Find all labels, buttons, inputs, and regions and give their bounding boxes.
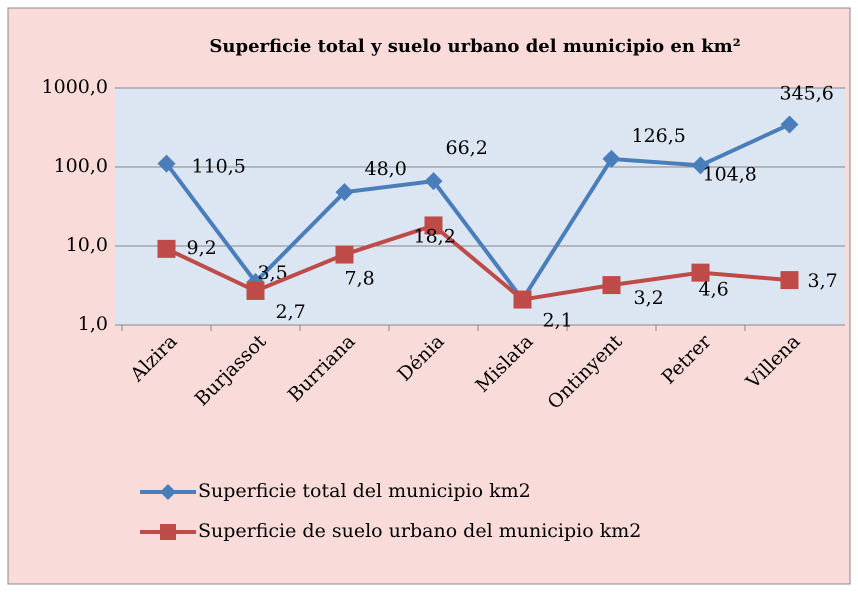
marker: [424, 172, 443, 191]
y-tick-label: 1000,0: [42, 76, 108, 98]
y-tick-label: 100,0: [54, 155, 108, 177]
series-line: [164, 122, 791, 304]
data-label: 345,6: [780, 82, 834, 104]
marker: [691, 263, 710, 282]
data-label: 104,8: [703, 163, 757, 185]
plot-area: [115, 88, 845, 325]
legend-marker: [160, 484, 176, 500]
legend-label: Superficie total del municipio km2: [198, 480, 531, 502]
data-label: 48,0: [365, 158, 407, 180]
marker: [157, 239, 176, 258]
marker: [335, 245, 354, 264]
marker: [602, 276, 621, 295]
marker: [691, 156, 710, 175]
y-tick-label: 1,0: [78, 313, 108, 335]
data-label: 3,5: [258, 262, 288, 284]
series-line: [165, 223, 790, 302]
data-label: 2,7: [276, 301, 306, 323]
data-label: 3,7: [808, 270, 838, 292]
marker: [602, 149, 621, 168]
data-label: 7,8: [345, 268, 375, 290]
legend-label: Superficie de suelo urbano del municipio…: [198, 520, 641, 542]
data-label: 18,2: [414, 225, 456, 247]
marker: [513, 290, 532, 309]
data-label: 66,2: [446, 137, 488, 159]
data-label: 110,5: [192, 156, 246, 178]
marker: [246, 281, 265, 300]
data-label: 4,6: [699, 279, 729, 301]
data-label: 126,5: [632, 125, 686, 147]
data-label: 2,1: [543, 310, 573, 332]
chart-title: Superficie total y suelo urbano del muni…: [209, 36, 740, 57]
marker: [780, 271, 799, 290]
data-label: 3,2: [634, 287, 664, 309]
data-label: 9,2: [187, 237, 217, 259]
marker: [157, 154, 176, 173]
marker: [335, 183, 354, 202]
y-tick-label: 10,0: [66, 234, 108, 256]
marker: [424, 216, 443, 235]
marker: [780, 115, 799, 134]
legend-marker: [160, 524, 176, 540]
